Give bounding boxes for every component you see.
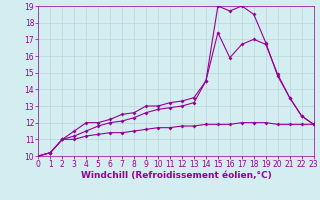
X-axis label: Windchill (Refroidissement éolien,°C): Windchill (Refroidissement éolien,°C) [81,171,271,180]
